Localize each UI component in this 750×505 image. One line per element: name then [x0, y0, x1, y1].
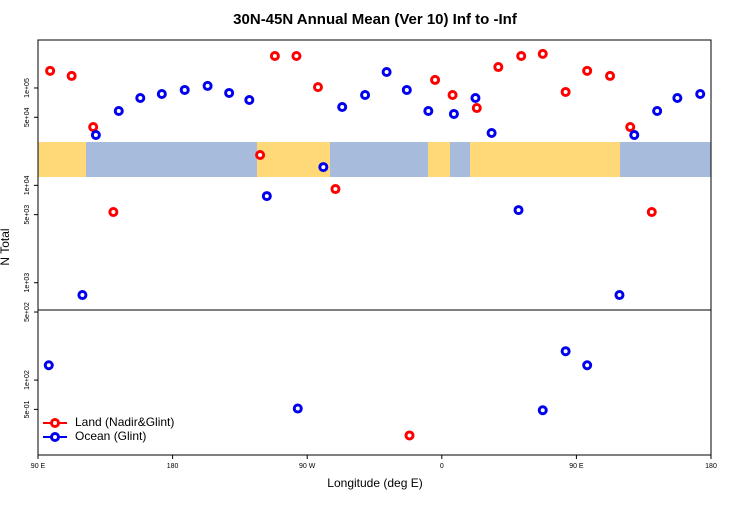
- point: [255, 149, 266, 160]
- point: [516, 51, 527, 62]
- point: [261, 191, 272, 202]
- point: [448, 108, 459, 119]
- point: [202, 80, 213, 91]
- chart-title: 30N-45N Annual Mean (Ver 10) Inf to -Inf: [233, 11, 518, 28]
- point: [156, 89, 167, 100]
- point: [66, 70, 77, 81]
- point: [493, 62, 504, 73]
- point: [244, 94, 255, 105]
- y-tick-label: 5e-01: [24, 400, 31, 418]
- point: [605, 70, 616, 81]
- point: [614, 290, 625, 301]
- point: [513, 205, 524, 216]
- point: [625, 122, 636, 133]
- point: [652, 106, 663, 117]
- point: [318, 162, 329, 173]
- map-land: [470, 142, 620, 177]
- point: [471, 103, 482, 114]
- x-tick-label: 180: [167, 463, 179, 470]
- point: [45, 65, 56, 76]
- map-land: [38, 142, 86, 177]
- point: [672, 92, 683, 103]
- point: [560, 86, 571, 97]
- point: [423, 106, 434, 117]
- y-axis-label: N Total: [0, 228, 12, 265]
- point: [537, 48, 548, 59]
- point: [582, 65, 593, 76]
- point: [629, 129, 640, 140]
- point: [404, 430, 415, 441]
- legend-label: Ocean (Glint): [75, 429, 146, 443]
- map-band: [38, 142, 711, 177]
- point: [330, 184, 341, 195]
- point: [560, 346, 571, 357]
- y-tick-label: 1e+05: [24, 78, 31, 98]
- point: [43, 360, 54, 371]
- point: [135, 92, 146, 103]
- point: [108, 207, 119, 218]
- point: [537, 405, 548, 416]
- x-tick-label: 0: [440, 463, 444, 470]
- point: [292, 403, 303, 414]
- legend-marker: [50, 432, 60, 442]
- point: [90, 129, 101, 140]
- point: [582, 360, 593, 371]
- x-tick-label: 90 E: [31, 463, 46, 470]
- point: [113, 106, 124, 117]
- point: [179, 84, 190, 95]
- point: [401, 84, 412, 95]
- y-tick-label: 5e+04: [24, 107, 31, 127]
- y-tick-label: 5e+03: [24, 205, 31, 225]
- point: [486, 127, 497, 138]
- point: [470, 92, 481, 103]
- point: [88, 122, 99, 133]
- y-tick-label: 5e+02: [24, 302, 31, 322]
- point: [224, 87, 235, 98]
- point: [381, 66, 392, 77]
- map-land: [257, 142, 330, 177]
- x-tick-label: 90 E: [569, 463, 584, 470]
- point: [646, 207, 657, 218]
- map-land: [428, 142, 450, 177]
- plot-frame: [37, 39, 712, 456]
- legend-marker: [50, 418, 60, 428]
- x-tick-label: 180: [705, 463, 717, 470]
- point: [430, 74, 441, 85]
- point: [77, 290, 88, 301]
- y-tick-label: 1e+04: [24, 175, 31, 195]
- point: [337, 101, 348, 112]
- point: [360, 89, 371, 100]
- point: [269, 51, 280, 62]
- point: [695, 89, 706, 100]
- point: [291, 51, 302, 62]
- x-tick-label: 90 W: [299, 463, 316, 470]
- y-tick-label: 1e+03: [24, 273, 31, 293]
- x-axis-label: Longitude (deg E): [327, 476, 422, 490]
- legend-label: Land (Nadir&Glint): [75, 415, 174, 429]
- point: [312, 82, 323, 93]
- y-tick-label: 1e+02: [24, 370, 31, 390]
- point: [447, 89, 458, 100]
